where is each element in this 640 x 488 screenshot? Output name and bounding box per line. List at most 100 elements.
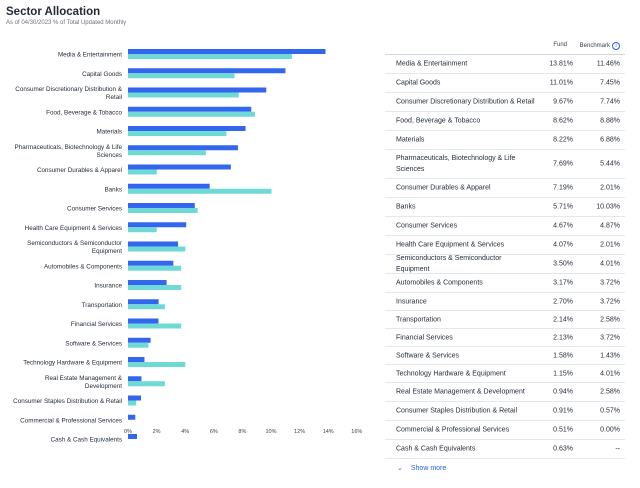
fund-value: 7.69% <box>553 160 573 168</box>
fund-value: 13.81% <box>549 60 573 68</box>
fund-bar <box>128 337 151 343</box>
benchmark-bar <box>128 400 137 406</box>
benchmark-bar <box>128 265 182 271</box>
fund-value: 1.15% <box>553 370 573 377</box>
benchmark-value: 6.88% <box>600 136 620 144</box>
info-icon[interactable]: i <box>612 42 620 50</box>
fund-value: 11.01% <box>549 79 573 87</box>
fund-bar <box>128 376 142 382</box>
benchmark-value: 3.72% <box>600 279 620 287</box>
category-label: Consumer Services <box>67 206 122 213</box>
benchmark-bar <box>128 208 198 213</box>
table-row: Real Estate Management & Development 0.94… <box>385 383 625 402</box>
fund-bar <box>128 299 159 305</box>
category-label: Insurance <box>94 283 122 290</box>
sector-name: Financial Services <box>396 334 453 341</box>
table-row: Consumer Services 4.67% 4.87% <box>385 217 625 236</box>
table-row: Software & Services 1.58% 1.43% <box>385 347 625 365</box>
table-row: Financial Services 2.13% 3.72% <box>385 329 625 347</box>
category-label: Financial Services <box>71 321 122 328</box>
table-row: Consumer Staples Distribution & Retail 0.… <box>385 402 625 421</box>
sector-name: Semiconductors & Semiconductor Equipment <box>396 255 502 273</box>
benchmark-header-label: Benchmark <box>579 43 610 49</box>
benchmark-value: 1.43% <box>600 352 620 359</box>
benchmark-value: 4.01% <box>600 260 620 268</box>
table-row: Health Care Equipment & Services 4.07% 2.0… <box>385 236 625 255</box>
sector-name: Transportation <box>396 316 441 323</box>
fund-value: 7.19% <box>553 184 573 192</box>
table-row: Banks 5.71% 10.03% <box>385 198 625 217</box>
fund-value: 5.71% <box>553 203 573 211</box>
benchmark-value: 10.03% <box>596 203 620 211</box>
sector-bar-chart: Media & Entertainment Capital Goods Consum… <box>13 49 362 444</box>
fund-value: 4.07% <box>553 241 573 249</box>
sector-name: Health Care Equipment & Services <box>396 241 505 249</box>
benchmark-value: 2.58% <box>600 316 620 323</box>
sector-name: Media & Entertainment <box>396 60 468 68</box>
x-tick-label: 4% <box>181 429 189 435</box>
sector-name: Food, Beverage & Tobacco <box>396 117 481 125</box>
category-label: Sciences <box>96 152 122 159</box>
benchmark-value: 11.46% <box>596 60 620 68</box>
fund-value: 0.63% <box>553 445 573 453</box>
category-label: Consumer Discretionary Distribution & <box>15 86 123 93</box>
fund-bar <box>128 183 210 189</box>
fund-bar <box>128 49 326 54</box>
sector-name: Consumer Services <box>396 222 458 230</box>
benchmark-bar <box>128 362 186 367</box>
benchmark-value: 8.88% <box>600 117 620 125</box>
sector-name: Software & Services <box>396 352 460 359</box>
sector-name: Consumer Staples Distribution & Retail <box>396 407 517 415</box>
category-label: Transportation <box>82 302 123 309</box>
sector-name: Commercial & Professional Services <box>396 426 510 434</box>
benchmark-value: 4.87% <box>600 222 620 230</box>
benchmark-value: 2.01% <box>600 184 620 192</box>
category-label: Consumer Staples Distribution & Retail <box>13 398 122 405</box>
category-label: Media & Entertainment <box>58 52 122 59</box>
benchmark-value: 0.00% <box>600 426 620 434</box>
category-label: Consumer Durables & Apparel <box>37 167 122 174</box>
benchmark-column-header: Benchmark i <box>580 42 620 50</box>
benchmark-value: 3.72% <box>600 334 620 341</box>
benchmark-bar <box>128 92 239 98</box>
benchmark-bar <box>128 304 165 310</box>
benchmark-value: 7.45% <box>600 79 620 87</box>
x-tick-label: 14% <box>323 429 334 435</box>
x-tick-label: 10% <box>265 429 276 435</box>
table-row: Technology Hardware & Equipment 1.15% 4.01… <box>385 365 625 383</box>
table-header: Fund Benchmark i <box>385 38 625 55</box>
benchmark-bar <box>128 227 157 233</box>
benchmark-value: 4.01% <box>600 370 620 377</box>
show-more-link[interactable]: ⌄ Show more <box>397 464 446 472</box>
fund-bar <box>128 357 145 362</box>
sector-name: Banks <box>396 203 416 211</box>
header: Sector Allocation As of 04/30/2023 % of … <box>6 6 126 26</box>
sector-name: Real Estate Management & Development <box>396 388 525 396</box>
benchmark-value: 2.58% <box>600 388 620 396</box>
benchmark-bar <box>128 150 206 156</box>
fund-value: 3.50% <box>553 260 573 268</box>
table-row: Consumer Durables & Apparel 7.19% 2.01% <box>385 179 625 198</box>
category-label: Health Care Equipment & Services <box>25 225 122 232</box>
category-label: Semiconductors & Semiconductor <box>27 240 122 247</box>
category-label: Technology Hardware & Equipment <box>23 360 122 367</box>
fund-bar <box>128 222 187 228</box>
benchmark-value: 3.72% <box>600 298 620 305</box>
category-label: Commercial & Professional Services <box>20 417 122 424</box>
fund-value: 2.14% <box>553 316 573 323</box>
table-row: Automobiles & Components 3.17% 3.72% <box>385 274 625 293</box>
table-row: Transportation 2.14% 2.58% <box>385 311 625 329</box>
table-row: Cash & Cash Equivalents 0.63% -- <box>385 440 625 459</box>
table-row: Commercial & Professional Services 0.51% 0… <box>385 421 625 440</box>
category-label: Retail <box>106 94 122 101</box>
category-label: Capital Goods <box>82 71 122 78</box>
page-title: Sector Allocation <box>6 6 101 18</box>
fund-bar <box>128 68 286 74</box>
sector-name: Insurance <box>396 298 427 305</box>
benchmark-bar <box>128 342 149 348</box>
benchmark-bar <box>128 246 186 252</box>
table-row: Semiconductors & Semiconductor Equipment… <box>385 255 625 274</box>
category-label: Equipment <box>92 248 122 255</box>
chevron-down-icon: ⌄ <box>397 465 403 472</box>
benchmark-value: 0.57% <box>600 407 620 415</box>
